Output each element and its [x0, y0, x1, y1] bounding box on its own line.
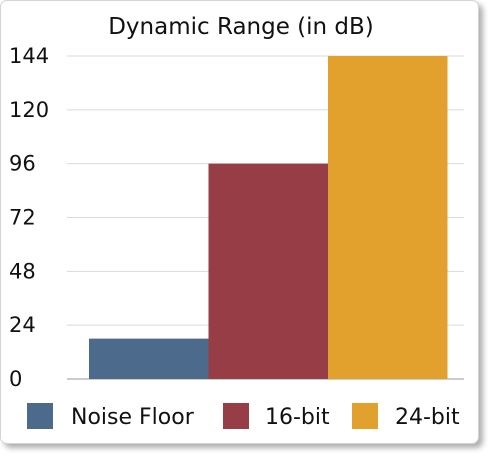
legend-swatch-noise-floor [27, 403, 53, 429]
y-tick-label: 144 [9, 44, 49, 68]
y-axis-ticks: 0 24 48 72 96 120 144 [9, 44, 49, 391]
bar-16-bit [208, 163, 328, 379]
bar-24-bit [328, 56, 448, 379]
bar-chart: Dynamic Range (in dB) 0 24 48 72 96 120 144 No… [9, 14, 464, 430]
y-tick-label: 96 [9, 152, 36, 176]
y-tick-label: 48 [9, 259, 36, 283]
y-tick-label: 72 [9, 206, 36, 230]
chart-frame: Dynamic Range (in dB) 0 24 48 72 96 120 144 No… [0, 0, 479, 444]
y-tick-label: 24 [9, 313, 36, 337]
bars [89, 56, 448, 379]
legend: Noise Floor 16-bit 24-bit [27, 403, 460, 430]
legend-swatch-16-bit [223, 403, 249, 429]
legend-label-16-bit: 16-bit [265, 405, 330, 430]
bar-noise-floor [89, 338, 209, 379]
chart-title: Dynamic Range (in dB) [108, 14, 374, 40]
legend-swatch-24-bit [352, 403, 378, 429]
legend-label-24-bit: 24-bit [395, 405, 460, 430]
legend-label-noise-floor: Noise Floor [71, 405, 195, 430]
y-tick-label: 0 [9, 367, 22, 391]
y-tick-label: 120 [9, 98, 49, 122]
